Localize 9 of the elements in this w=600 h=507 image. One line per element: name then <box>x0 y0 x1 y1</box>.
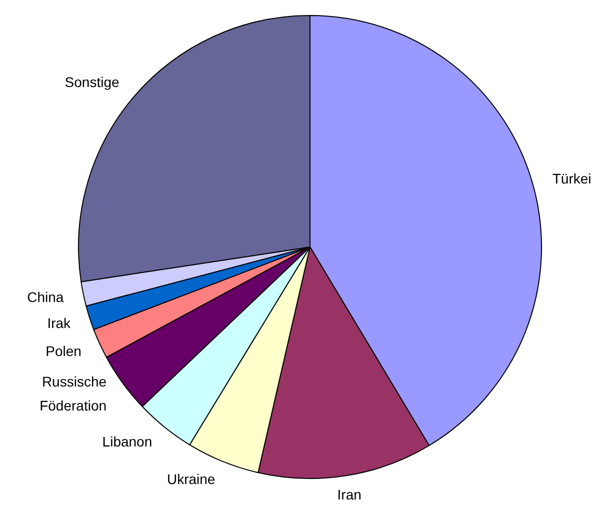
slice-label: Irak <box>47 314 72 331</box>
slice-label: Türkei <box>552 170 592 187</box>
slice-label: Ukraine <box>166 470 216 487</box>
slice-label: Iran <box>337 486 362 502</box>
slice-label: Russische Föderation <box>40 374 107 414</box>
slice-label: Sonstige <box>64 74 120 90</box>
slice-label: Libanon <box>102 434 152 450</box>
slice-label: China <box>27 288 64 305</box>
slice-label: Polen <box>46 342 82 359</box>
